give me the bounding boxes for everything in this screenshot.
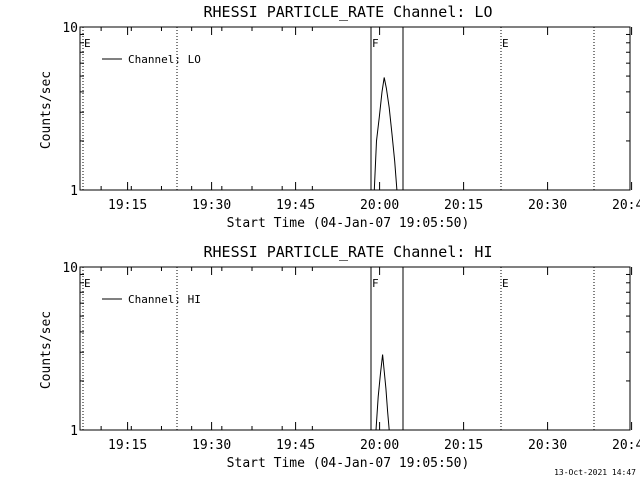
y-axis-label-lo: Counts/sec bbox=[39, 71, 54, 149]
x-axis-label-hi: Start Time (04-Jan-07 19:05:50) bbox=[227, 456, 470, 471]
plot-frame bbox=[79, 266, 631, 431]
y-tick-label: 1 bbox=[70, 424, 78, 439]
timestamp: 13-Oct-2021 14:47 bbox=[554, 468, 636, 477]
x-tick-label: 20:00 bbox=[360, 198, 399, 213]
plot-frame bbox=[79, 26, 631, 191]
x-tick-label: 20:00 bbox=[360, 438, 399, 453]
chart-title-lo: RHESSI PARTICLE_RATE Channel: LO bbox=[204, 3, 493, 21]
panel-lo: RHESSI PARTICLE_RATE Channel: LO Counts/… bbox=[39, 3, 640, 231]
x-tick-label: 19:45 bbox=[276, 438, 315, 453]
legend-label: Channel: LO bbox=[128, 53, 201, 66]
x-tick-label: 19:15 bbox=[108, 198, 147, 213]
y-axis-label-hi: Counts/sec bbox=[39, 311, 54, 389]
event-marker-label: E bbox=[502, 277, 509, 290]
x-tick-label: 19:30 bbox=[192, 198, 231, 213]
x-tick-label: 19:45 bbox=[276, 198, 315, 213]
chart-title-hi: RHESSI PARTICLE_RATE Channel: HI bbox=[204, 243, 493, 261]
x-axis-label-lo: Start Time (04-Jan-07 19:05:50) bbox=[227, 216, 470, 231]
event-marker-label: F bbox=[372, 37, 379, 50]
y-tick-label: 10 bbox=[62, 21, 78, 36]
event-marker-label: E bbox=[84, 277, 91, 290]
x-tick-label: 20:45 bbox=[612, 198, 640, 213]
y-tick-label: 10 bbox=[62, 261, 78, 276]
x-tick-label: 19:30 bbox=[192, 438, 231, 453]
event-marker-label: F bbox=[372, 277, 379, 290]
series-line bbox=[371, 77, 403, 191]
x-tick-label: 20:30 bbox=[528, 438, 567, 453]
x-tick-label: 20:15 bbox=[444, 198, 483, 213]
x-tick-label: 19:15 bbox=[108, 438, 147, 453]
x-tick-label: 20:30 bbox=[528, 198, 567, 213]
y-tick-label: 1 bbox=[70, 184, 78, 199]
event-marker-label: E bbox=[502, 37, 509, 50]
x-tick-label: 20:45 bbox=[612, 438, 640, 453]
panel-hi: RHESSI PARTICLE_RATE Channel: HI Counts/… bbox=[39, 243, 640, 471]
series-line bbox=[371, 354, 403, 431]
x-tick-label: 20:15 bbox=[444, 438, 483, 453]
event-marker-label: E bbox=[84, 37, 91, 50]
legend-label: Channel: HI bbox=[128, 293, 201, 306]
